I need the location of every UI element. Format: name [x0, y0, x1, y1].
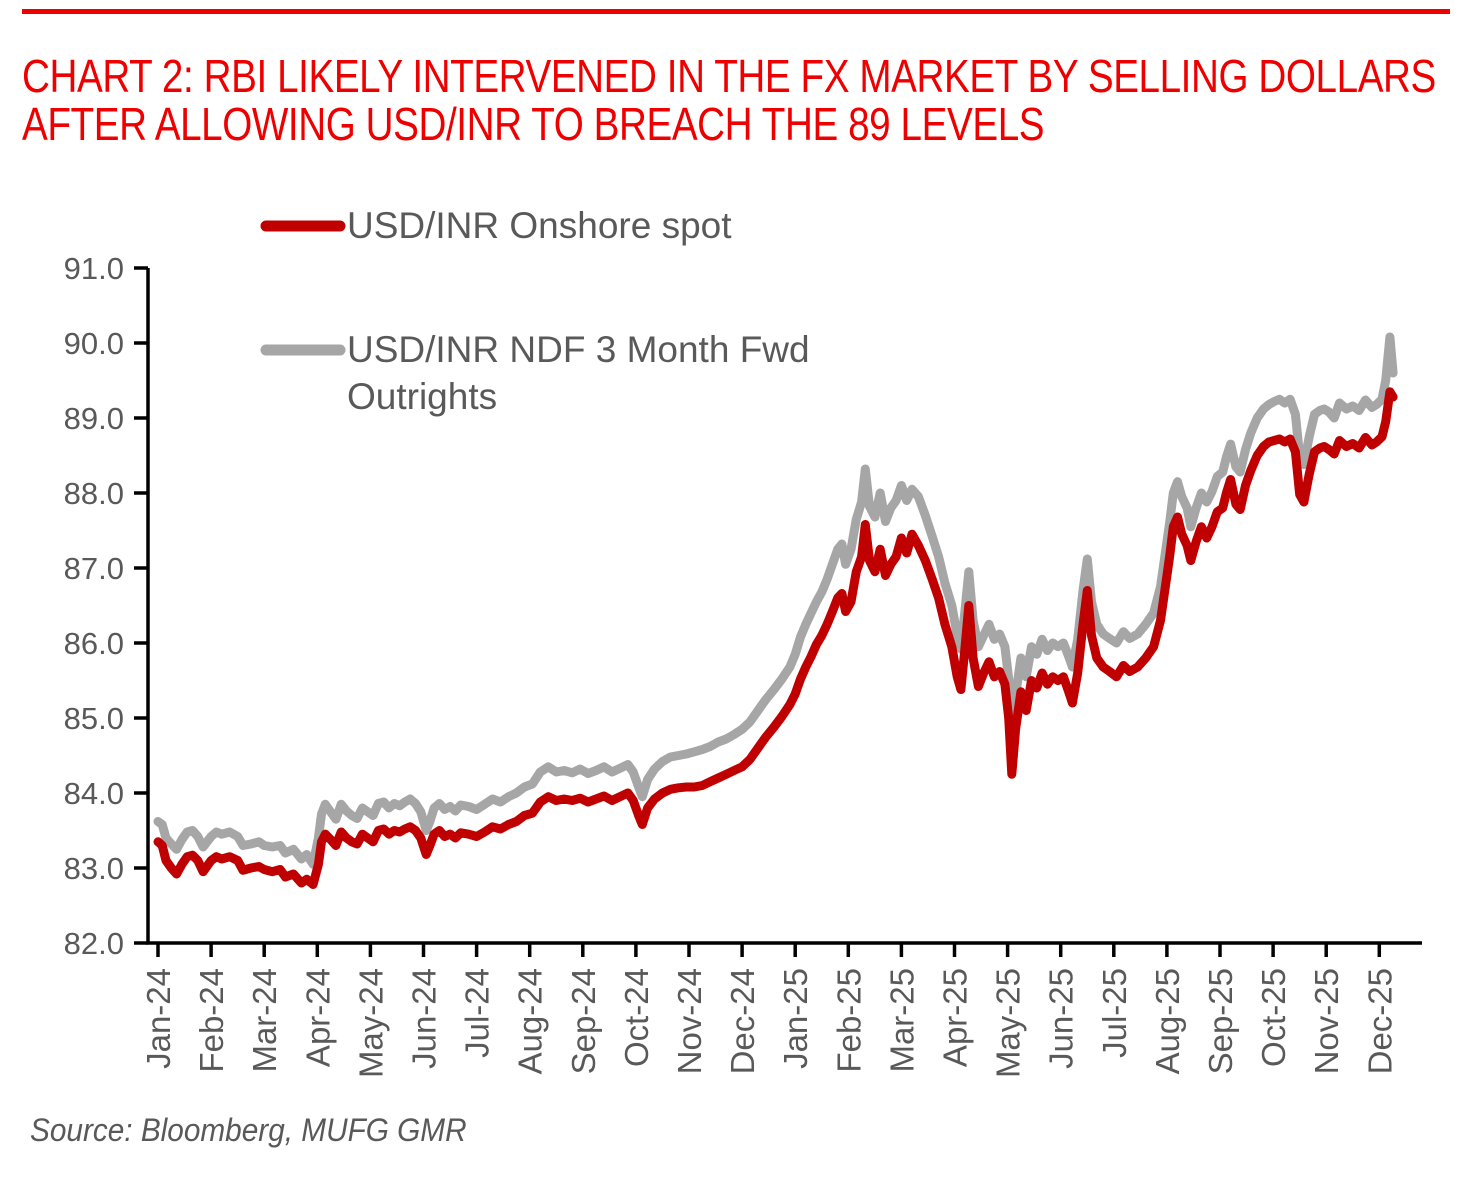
x-axis-tick-label: Jul-24	[459, 968, 496, 1058]
series-line-usd-inr-onshore-spot	[153, 387, 1398, 889]
axes	[134, 266, 1422, 957]
x-axis-tick-label: Feb-24	[193, 968, 230, 1073]
y-axis-tick-label: 90.0	[64, 326, 124, 361]
x-axis-tick-label: Apr-24	[299, 968, 336, 1067]
series-lines	[153, 332, 1398, 889]
legend-item-ndf-3m-fwd: USD/INR NDF 3 Month Fwd Outrights	[260, 329, 810, 417]
x-axis-tick-label: Apr-25	[937, 968, 974, 1067]
y-axis-tick-label: 83.0	[64, 851, 124, 886]
x-axis-tick-label: Mar-24	[246, 968, 283, 1073]
legend-label-ndf-3m-fwd-line-1: USD/INR NDF 3 Month Fwd	[347, 329, 810, 370]
y-axis-tick-label: 88.0	[64, 476, 124, 511]
x-axis-tick-label: Dec-25	[1361, 968, 1398, 1074]
y-axis-tick-label: 84.0	[64, 776, 124, 811]
y-axis-tick-label: 89.0	[64, 401, 124, 436]
y-axis-tick-label: 91.0	[64, 251, 124, 286]
series-line-usd-inr-ndf-3-month-fwd-outrights	[153, 332, 1398, 869]
y-axis-tick-label: 86.0	[64, 626, 124, 661]
y-axis-tick-label: 87.0	[64, 551, 124, 586]
x-axis-tick-label: Nov-24	[671, 968, 708, 1074]
top-divider-rule	[22, 9, 1450, 14]
x-axis-tick-label: Aug-24	[512, 968, 549, 1074]
x-axis-tick-label: May-24	[352, 968, 389, 1078]
legend: USD/INR Onshore spot USD/INR NDF 3 Month…	[260, 205, 810, 417]
source-note: Source: Bloomberg, MUFG GMR	[30, 1112, 467, 1148]
x-axis-tick-label: Oct-24	[618, 968, 655, 1067]
x-axis-tick-label: Feb-25	[830, 968, 867, 1073]
x-axis-tick-label: Sep-24	[565, 968, 602, 1074]
chart-title-line-2: AFTER ALLOWING USD/INR TO BREACH THE 89 …	[22, 98, 1045, 150]
y-axis-labels: 91.0 90.0 89.0 88.0 87.0 86.0 85.0 84.0 83.0 82.0	[64, 251, 124, 961]
x-axis-tick-label: Jan-24	[140, 968, 177, 1069]
y-axis-tick-label: 82.0	[64, 926, 124, 961]
x-axis-tick-label: Aug-25	[1149, 968, 1186, 1074]
x-axis-tick-label: Jan-25	[777, 968, 814, 1069]
x-axis-tick-label: Mar-25	[883, 968, 920, 1073]
x-axis-tick-label: Jul-25	[1096, 968, 1133, 1058]
chart-title: CHART 2: RBI LIKELY INTERVENED IN THE FX…	[22, 52, 1436, 148]
x-axis-labels: Jan-24 Feb-24 Mar-24 Apr-24 May-24 Jun-24 Jul-…	[140, 968, 1398, 1078]
x-axis-tick-label: Jun-24	[406, 968, 443, 1069]
x-axis-tick-label: Jun-25	[1043, 968, 1080, 1069]
x-axis-tick-label: Sep-25	[1202, 968, 1239, 1074]
legend-label-ndf-3m-fwd-line-2: Outrights	[347, 376, 497, 417]
chart-title-line-1: CHART 2: RBI LIKELY INTERVENED IN THE FX…	[22, 50, 1436, 102]
y-axis-tick-label: 85.0	[64, 701, 124, 736]
x-axis-tick-label: May-25	[990, 968, 1027, 1078]
legend-label-onshore-spot: USD/INR Onshore spot	[347, 205, 732, 246]
x-axis-tick-label: Nov-25	[1308, 968, 1345, 1074]
x-axis-tick-label: Dec-24	[724, 968, 761, 1074]
x-axis-tick-label: Oct-25	[1255, 968, 1292, 1067]
legend-item-onshore-spot: USD/INR Onshore spot	[260, 205, 732, 246]
